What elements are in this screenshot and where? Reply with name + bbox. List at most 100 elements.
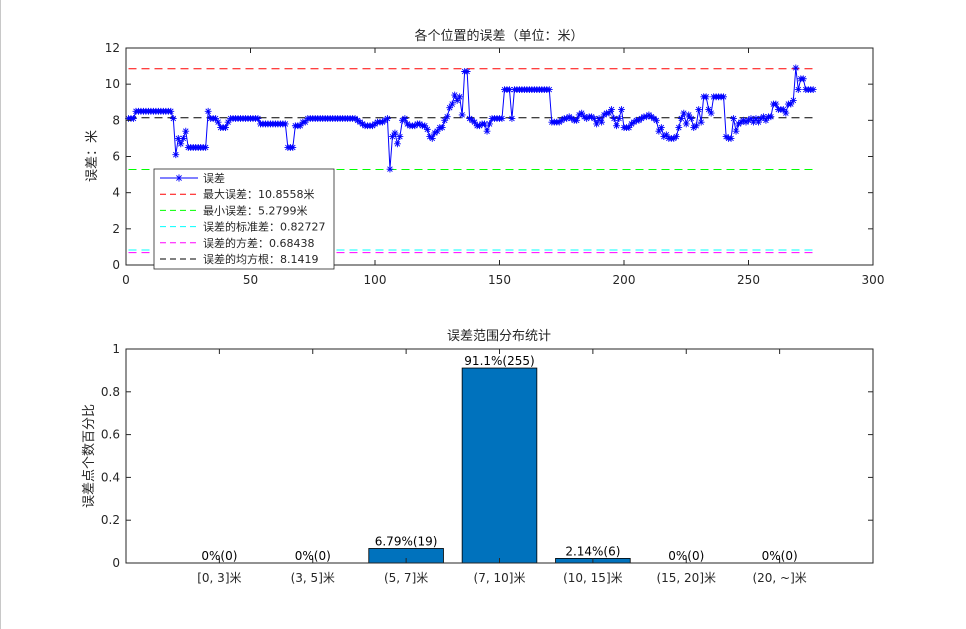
bar-x-tick-label: [0, 3]米 xyxy=(197,571,241,585)
error-point xyxy=(426,133,434,141)
error-point xyxy=(657,124,665,131)
bar-data-label: 0%(0) xyxy=(295,549,331,563)
error-point xyxy=(381,116,389,124)
bar-x-axis: [0, 3]米 (3, 5]米 (5, 7]米 (7, 10]米 (10, 15]米 (1… xyxy=(197,349,807,585)
legend-label: 误差的方差：0.68438 xyxy=(203,236,315,250)
error-point xyxy=(772,100,780,108)
error-point xyxy=(423,125,431,133)
error-point xyxy=(296,122,304,130)
legend-entry: 误差的方差：0.68438 xyxy=(160,236,315,250)
error-point xyxy=(740,116,747,124)
error-point xyxy=(628,120,635,128)
legend-entry: 误差 xyxy=(160,171,225,185)
legend-entry: 最小误差：5.2799米 xyxy=(160,203,308,217)
error-point xyxy=(202,144,210,151)
error-point xyxy=(428,135,436,142)
error-point xyxy=(730,115,737,122)
bar xyxy=(461,367,538,564)
x-tick-label: 0 xyxy=(122,273,130,287)
error-point xyxy=(506,86,513,93)
window-left-edge xyxy=(0,0,1,629)
error-point xyxy=(660,133,668,141)
error-point xyxy=(605,109,613,117)
error-point xyxy=(398,116,406,124)
error-point xyxy=(583,115,591,122)
x-tick-label: 200 xyxy=(613,273,636,287)
error-point xyxy=(615,115,623,122)
error-point xyxy=(179,135,187,142)
error-point xyxy=(354,116,361,124)
error-point xyxy=(690,124,698,131)
error-point xyxy=(672,133,680,141)
error-point xyxy=(655,127,663,135)
error-point xyxy=(483,127,491,135)
error-point xyxy=(707,109,715,117)
error-point xyxy=(433,127,441,135)
error-point xyxy=(757,115,765,122)
bar-y-tick-label: 0.6 xyxy=(101,428,120,442)
bar-data-label: 6.79%(19) xyxy=(375,534,438,548)
error-point xyxy=(809,86,817,93)
error-point xyxy=(453,97,461,104)
bar-x-tick-label: (15, 20]米 xyxy=(656,571,716,585)
error-point xyxy=(742,118,750,126)
error-point xyxy=(590,115,598,122)
error-point xyxy=(779,106,787,113)
line-y-axis-label: 误差：米 xyxy=(85,130,100,182)
error-point xyxy=(411,122,419,130)
legend-entry: 最大误差：10.8558米 xyxy=(160,187,315,201)
bar-data-label: 0%(0) xyxy=(668,549,704,563)
error-point xyxy=(212,115,220,122)
error-point xyxy=(172,151,180,159)
error-point xyxy=(441,116,449,124)
error-point xyxy=(588,113,596,121)
bar-y-tick-label: 0 xyxy=(112,556,120,570)
error-point xyxy=(735,120,742,128)
error-point xyxy=(476,122,483,130)
error-point xyxy=(486,120,493,128)
error-point xyxy=(575,111,583,119)
error-point xyxy=(635,116,643,124)
y-tick-label: 8 xyxy=(112,113,120,127)
error-point xyxy=(610,115,618,122)
error-point xyxy=(403,120,411,128)
error-point xyxy=(789,97,797,104)
bar-y-tick-label: 1 xyxy=(112,342,120,356)
error-point xyxy=(720,93,727,101)
bar-data-labels: 0%(0) 0%(0) 6.79%(19) 91.1%(255) 2.14%(6) 0%(… xyxy=(201,354,797,563)
error-point xyxy=(169,115,177,122)
error-point xyxy=(630,118,638,126)
y-tick-label: 4 xyxy=(112,186,120,200)
error-point xyxy=(670,135,678,142)
error-point xyxy=(755,118,762,126)
error-point xyxy=(787,100,795,108)
bar-x-tick-label: (5, 7]米 xyxy=(384,571,428,585)
legend-label: 误差 xyxy=(203,171,225,185)
error-point xyxy=(647,113,655,121)
error-point xyxy=(695,106,703,113)
error-point xyxy=(750,118,757,126)
legend-label: 误差的标准差：0.82727 xyxy=(203,220,326,234)
error-point xyxy=(600,111,608,119)
error-point xyxy=(396,133,404,141)
error-point xyxy=(130,115,137,122)
error-point xyxy=(359,120,366,128)
y-tick-label: 6 xyxy=(112,150,120,164)
bar-x-tick-label: (7, 10]米 xyxy=(474,571,526,585)
error-point xyxy=(573,116,581,124)
bar-y-axis: 0 0.2 0.4 0.6 0.8 1 xyxy=(101,342,873,570)
error-point xyxy=(595,115,603,122)
line-chart-title: 各个位置的误差（单位：米） xyxy=(414,28,583,44)
legend-marker xyxy=(175,174,183,182)
error-point xyxy=(697,118,705,126)
error-point xyxy=(463,68,471,75)
error-point xyxy=(752,115,760,122)
legend-entry: 误差的标准差：0.82727 xyxy=(160,220,326,234)
error-point xyxy=(222,124,229,131)
error-point xyxy=(301,118,309,126)
error-point xyxy=(722,133,730,141)
error-point xyxy=(558,116,566,124)
error-point xyxy=(675,124,683,131)
line-y-axis: 0 2 4 6 8 10 12 xyxy=(105,41,873,272)
error-point xyxy=(458,111,466,119)
